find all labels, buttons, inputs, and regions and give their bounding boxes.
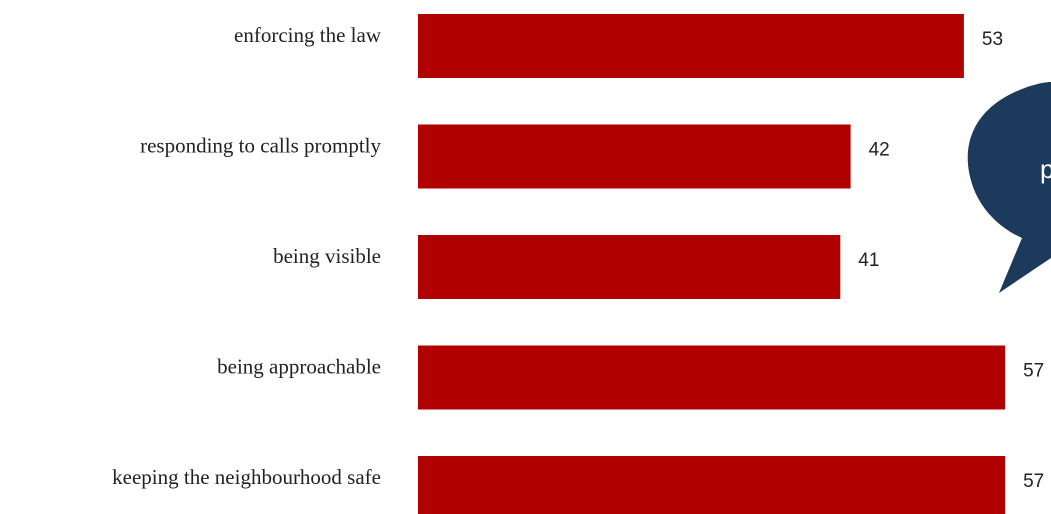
bars-layer: enforcing the law 53 responding to calls p… <box>112 14 1044 514</box>
data-label: 57 <box>1023 361 1044 382</box>
category-label: responding to calls promptly <box>140 134 381 158</box>
bar <box>418 456 1006 514</box>
category-label: keeping the neighbourhood safe <box>112 465 381 489</box>
category-label: being approachable <box>217 355 381 379</box>
category-label: enforcing the law <box>234 23 382 47</box>
bar <box>418 235 841 299</box>
data-label: 41 <box>858 250 879 271</box>
data-label: 42 <box>869 140 890 161</box>
data-label: 57 <box>1023 471 1044 492</box>
callout-text: p <box>1040 154 1051 184</box>
data-label: 53 <box>982 29 1003 50</box>
speech-bubble-shape <box>967 82 1051 293</box>
bar <box>418 124 851 189</box>
speech-bubble-callout: p <box>967 82 1051 293</box>
category-label: being visible <box>273 244 381 268</box>
bar <box>418 14 964 78</box>
bar <box>418 345 1006 410</box>
